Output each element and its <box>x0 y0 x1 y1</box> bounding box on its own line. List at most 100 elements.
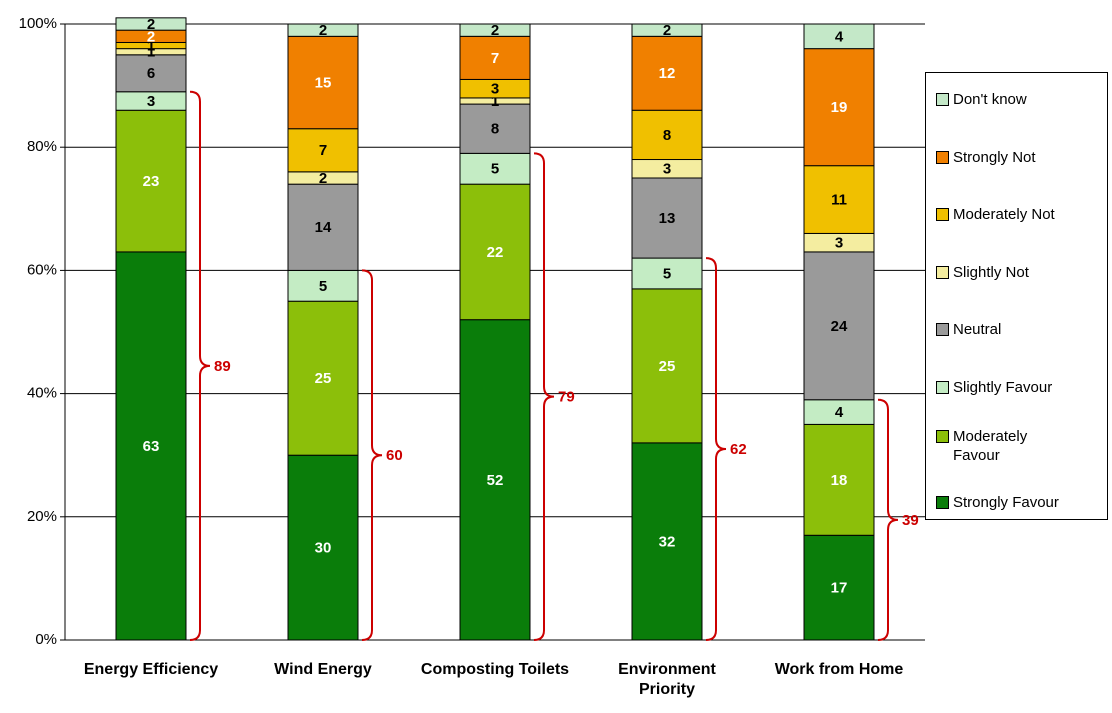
bar-segment <box>631 177 703 259</box>
legend-label: Don't know <box>953 91 1027 108</box>
data-label: 18 <box>831 472 848 489</box>
data-label: 13 <box>659 210 676 227</box>
bar-segment <box>803 399 875 425</box>
legend-swatch <box>936 495 949 509</box>
data-label: 2 <box>319 170 327 187</box>
data-label: 2 <box>147 28 155 45</box>
bar-segment <box>803 165 875 234</box>
data-label: 6 <box>147 65 155 82</box>
data-label: 4 <box>835 404 844 421</box>
bracket <box>705 257 727 641</box>
data-label: 2 <box>319 22 327 39</box>
bar-segment <box>803 534 875 641</box>
bracket-label: 89 <box>214 358 231 375</box>
data-label: 7 <box>319 142 327 159</box>
bracket <box>877 398 899 641</box>
bar-segment <box>631 109 703 161</box>
y-tick-label: 20% <box>27 508 57 525</box>
bar-segment <box>631 442 703 641</box>
bar-segment <box>459 152 531 185</box>
legend-swatch <box>936 150 949 164</box>
data-label: 7 <box>491 50 499 67</box>
legend-label: Moderately Not <box>953 206 1055 223</box>
data-label: 1 <box>491 93 499 110</box>
x-tick-label: Environment Priority <box>618 661 716 698</box>
data-label: 52 <box>487 472 504 489</box>
bar-segment <box>287 269 359 302</box>
legend-label: Neutral <box>953 321 1002 338</box>
data-label: 1 <box>147 44 155 61</box>
legend-swatch <box>936 265 949 279</box>
data-label: 5 <box>491 161 499 178</box>
bar-segment <box>631 257 703 290</box>
data-label: 5 <box>663 265 671 282</box>
bar-segment <box>115 17 187 31</box>
data-label: 63 <box>143 438 160 455</box>
data-label: 25 <box>659 358 676 375</box>
legend-label: Moderately Favour <box>953 428 1028 464</box>
bar-segment <box>631 23 703 37</box>
data-label: 4 <box>835 28 844 45</box>
legend-swatch <box>936 208 949 221</box>
bar-segment <box>287 300 359 456</box>
data-label: 22 <box>487 244 504 261</box>
x-tick-label: Wind Energy <box>274 661 372 678</box>
data-label: 2 <box>491 22 499 39</box>
legend-label: Slightly Not <box>953 263 1029 281</box>
bar-segment <box>287 23 359 37</box>
bar-segment <box>287 128 359 173</box>
legend-swatch <box>936 323 949 336</box>
bar-segment <box>803 423 875 536</box>
bar-segment <box>459 319 531 641</box>
bracket-label: 79 <box>558 389 575 406</box>
data-label: 30 <box>315 540 332 557</box>
bar-segment <box>115 54 187 93</box>
y-tick-label: 60% <box>27 261 57 278</box>
bar-segment <box>803 23 875 50</box>
bar-segment <box>459 23 531 37</box>
data-label: 3 <box>491 81 499 98</box>
bracket-label: 39 <box>902 512 919 529</box>
x-tick-label: Energy Efficiency <box>83 661 219 678</box>
bar-segment <box>459 35 531 80</box>
data-label: 8 <box>663 127 671 144</box>
data-label: 2 <box>663 22 671 39</box>
bracket-label: 62 <box>730 441 747 458</box>
data-label: 8 <box>491 121 499 138</box>
data-label: 24 <box>831 318 848 335</box>
legend-swatch <box>936 93 949 106</box>
legend-label: Slightly Favour <box>953 378 1053 396</box>
data-label: 12 <box>659 65 676 82</box>
legend-label: Strongly Not <box>953 148 1036 166</box>
data-label: 3 <box>663 161 671 178</box>
x-tick-label: Composting Toilets <box>420 661 570 678</box>
legend: Strongly Favour Moderately Favour Slightly… <box>925 72 1108 520</box>
bracket <box>533 152 555 641</box>
x-tick-label: Work from Home <box>774 661 904 678</box>
data-label: 25 <box>315 370 332 387</box>
bar-segment <box>115 251 187 641</box>
data-label: 14 <box>315 219 332 236</box>
bar-segment <box>115 109 187 253</box>
bracket <box>361 269 383 641</box>
legend-swatch <box>936 380 949 394</box>
data-label: 32 <box>659 533 676 550</box>
y-tick-label: 40% <box>27 385 57 402</box>
data-label: 3 <box>147 93 155 110</box>
data-label: 17 <box>831 580 848 597</box>
data-label: 15 <box>315 74 332 91</box>
legend-swatch <box>936 430 949 443</box>
y-tick-label: 100% <box>19 15 57 32</box>
bar-segment <box>287 35 359 130</box>
data-label: 19 <box>831 99 848 116</box>
y-tick-label: 0% <box>35 631 57 648</box>
data-label: 2 <box>147 16 155 33</box>
bracket <box>189 90 211 641</box>
data-label: 11 <box>831 192 847 209</box>
data-label: 3 <box>835 235 843 252</box>
data-label: 5 <box>319 278 327 295</box>
legend-label: Strongly Favour <box>953 493 1059 511</box>
y-tick-label: 80% <box>27 138 57 155</box>
